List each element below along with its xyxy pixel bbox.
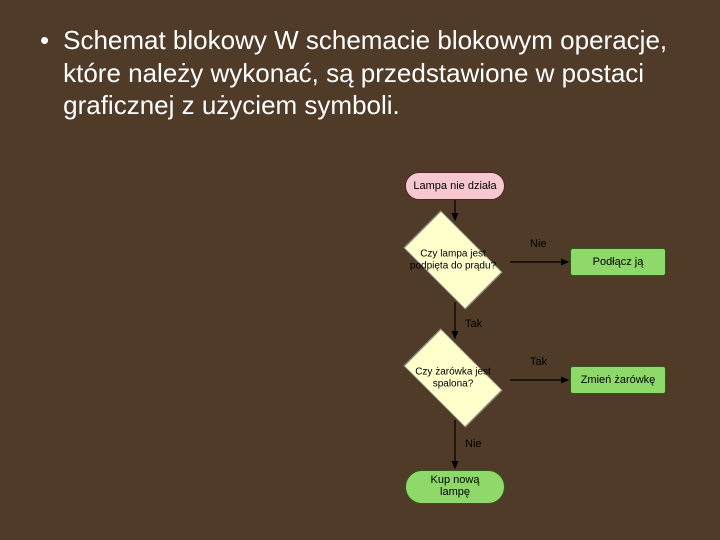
- flowchart: Lampa nie działa Czy lampa jest podpięta…: [290, 170, 700, 530]
- node-end-label: Kup nową lampę: [431, 475, 480, 498]
- node-start: Lampa nie działa: [405, 172, 505, 200]
- bullet-dot: •: [40, 24, 49, 122]
- node-end: Kup nową lampę: [405, 470, 505, 504]
- node-d1: Czy lampa jest podpięta do prądu?: [398, 220, 508, 300]
- bullet-text: • Schemat blokowy W schemacie blokowym o…: [40, 24, 670, 122]
- node-d2: Czy żarówka jest spalona?: [398, 338, 508, 418]
- edge-label-d1-d2: Tak: [465, 318, 482, 330]
- node-a1: Podłącz ją: [570, 248, 666, 276]
- node-start-label: Lampa nie działa: [413, 180, 496, 192]
- node-d2-label: Czy żarówka jest spalona?: [398, 367, 508, 390]
- edge-label-d2-end: Nie: [465, 438, 482, 450]
- bullet-content: Schemat blokowy W schemacie blokowym ope…: [63, 24, 670, 122]
- edge-label-d1-a1: Nie: [530, 238, 547, 250]
- node-a1-label: Podłącz ją: [593, 256, 644, 268]
- edge-label-d2-a2: Tak: [530, 356, 547, 368]
- node-a2-label: Zmień żarówkę: [581, 374, 656, 386]
- node-a2: Zmień żarówkę: [570, 366, 666, 394]
- node-d1-label: Czy lampa jest podpięta do prądu?: [398, 249, 508, 272]
